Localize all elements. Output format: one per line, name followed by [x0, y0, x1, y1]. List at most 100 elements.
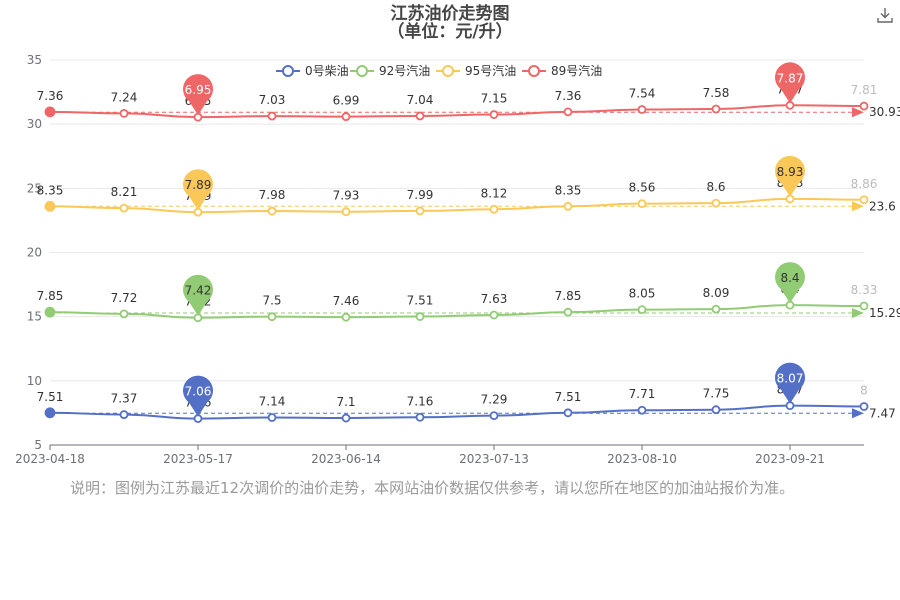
data-label: 7.46: [333, 294, 360, 308]
data-point: [44, 106, 56, 118]
data-label: 7.63: [481, 292, 508, 306]
data-label: 7.03: [259, 93, 286, 107]
data-label: 7.14: [259, 395, 286, 409]
data-label: 8.35: [555, 183, 582, 197]
marker-pin-label: 8.07: [777, 372, 804, 386]
data-point: [267, 413, 277, 422]
data-label: 7.04: [407, 93, 434, 107]
data-point: [489, 204, 499, 214]
marker-pin: [183, 74, 214, 116]
data-point: [489, 310, 499, 320]
average-label: 23.6: [869, 199, 896, 213]
average-arrow: [852, 408, 864, 419]
legend-item[interactable]: 92号汽油: [350, 63, 430, 78]
data-point: [341, 312, 351, 322]
data-point: [341, 413, 351, 423]
data-point: [44, 306, 56, 318]
data-point: [415, 206, 425, 216]
marker-pin: [775, 362, 806, 404]
legend-item[interactable]: 0号柴油: [276, 64, 349, 78]
series-line: [49, 404, 865, 420]
data-point: [44, 200, 56, 212]
max-marker: 8.93: [775, 155, 805, 197]
legend-label: 0号柴油: [305, 64, 349, 78]
data-point: [267, 206, 277, 216]
legend-item[interactable]: 89号汽油: [522, 63, 602, 78]
oil-price-chart: 5 10 15 20 25 30 35 2023-04-18 2023-05-17 2023-06…: [15, 53, 900, 466]
min-marker: 7.89: [183, 169, 214, 211]
x-tick-label: 2023-06-14: [311, 452, 381, 466]
legend-symbol: [528, 65, 540, 77]
data-label: 7.93: [333, 189, 360, 203]
data-label: 7.72: [111, 291, 138, 305]
data-point: [119, 309, 129, 319]
marker-pin: [775, 262, 806, 304]
legend-symbol: [356, 65, 368, 77]
marker-pin: [183, 169, 214, 211]
data-label: 8.35: [37, 183, 64, 197]
x-tick-label: 2023-09-21: [755, 452, 825, 466]
min-marker: 7.42: [183, 274, 213, 316]
data-label: 7.15: [481, 92, 508, 106]
data-point: [859, 402, 869, 411]
data-label: 7.58: [703, 86, 730, 100]
data-point: [711, 104, 721, 114]
data-label: 7.36: [37, 89, 64, 103]
marker-pin: [775, 155, 805, 197]
average-label: 7.47: [869, 406, 896, 420]
data-label: 7.16: [407, 394, 434, 408]
data-label: 7.29: [481, 393, 508, 407]
max-marker: 8.4: [775, 262, 806, 304]
data-label: 8.6: [706, 180, 725, 194]
chart-title: 江苏油价走势图: [390, 4, 510, 24]
y-tick-label: 20: [27, 246, 42, 260]
data-label: 7.51: [407, 294, 434, 308]
download-icon[interactable]: [876, 6, 894, 24]
series-line: [49, 197, 865, 214]
data-point: [415, 111, 425, 121]
data-label: 8.56: [629, 181, 656, 195]
legend-symbol: [282, 65, 294, 77]
data-point: [489, 110, 499, 119]
data-point: [563, 201, 573, 211]
data-label: 7.75: [703, 387, 730, 401]
series-line: [49, 304, 865, 319]
data-label: 6.99: [333, 94, 360, 108]
data-label: 7.1: [336, 395, 355, 409]
data-point: [563, 307, 573, 317]
y-tick-label: 25: [27, 181, 42, 195]
data-point: [44, 407, 56, 419]
data-label: 7.81: [851, 83, 878, 97]
data-label: 8.12: [481, 186, 508, 200]
data-label: 7.85: [37, 289, 64, 303]
average-label: 30.93: [869, 105, 900, 119]
marker-pin-label: 7.06: [185, 385, 212, 399]
marker-pin: [775, 62, 805, 104]
marker-pin-label: 8.93: [777, 165, 804, 179]
data-point: [341, 112, 351, 121]
min-marker: 6.95: [183, 74, 214, 116]
data-point: [415, 412, 425, 422]
marker-pin-label: 7.89: [185, 178, 212, 192]
data-point: [637, 105, 647, 114]
average-arrow: [852, 307, 864, 318]
data-point: [563, 107, 573, 117]
data-label: 8: [860, 384, 868, 398]
marker-pin-label: 8.4: [780, 271, 799, 285]
data-point: [415, 312, 425, 321]
data-label: 7.71: [629, 387, 656, 401]
min-marker: 7.06: [183, 375, 213, 417]
legend-item[interactable]: 95号汽油: [436, 63, 516, 78]
series-line: [49, 104, 865, 119]
chart-note: 说明：图例为江苏最近12次调价的油价走势，本网站油价数据仅供参考，请以您所在地区…: [70, 479, 795, 497]
data-label: 7.36: [555, 89, 582, 103]
data-label: 7.37: [111, 392, 138, 406]
data-label: 7.24: [111, 90, 138, 104]
max-marker: 8.07: [775, 362, 806, 404]
data-label: 7.98: [259, 188, 286, 202]
data-point: [119, 108, 129, 118]
marker-pin-label: 7.42: [185, 284, 212, 298]
legend-label: 92号汽油: [379, 63, 430, 78]
data-point: [341, 207, 351, 217]
y-tick-label: 10: [27, 374, 42, 388]
